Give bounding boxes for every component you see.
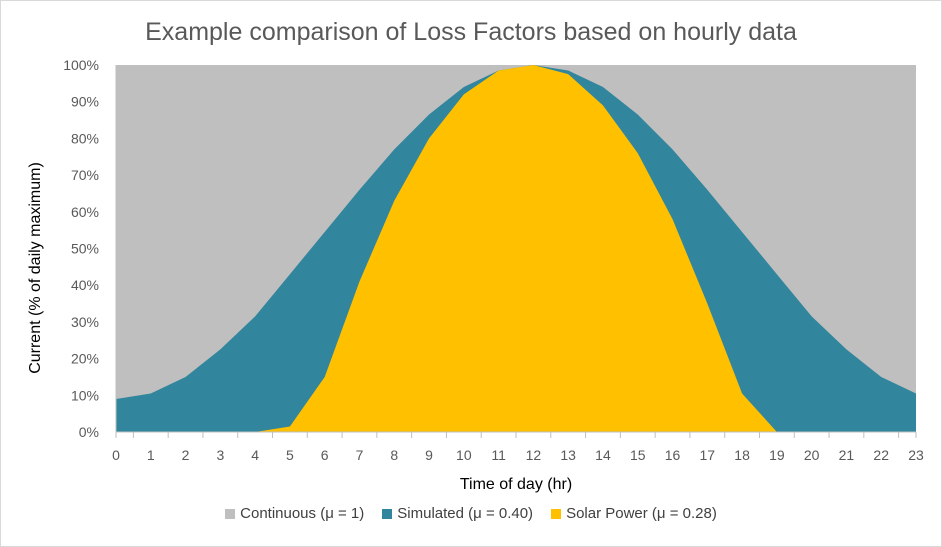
legend-item-simulated: Simulated (μ = 0.40) (382, 505, 533, 522)
chart-title: Example comparison of Loss Factors based… (145, 18, 797, 46)
x-tick-label: 8 (390, 447, 398, 463)
legend-label-simulated: Simulated (μ = 0.40) (397, 505, 534, 522)
x-axis-label: Time of day (hr) (459, 476, 573, 493)
x-tick-label: 14 (595, 447, 611, 463)
x-tick-label: 0 (112, 447, 120, 463)
x-tick-label: 20 (804, 447, 820, 463)
x-tick-label: 1 (147, 447, 155, 463)
area-series-solar (116, 65, 916, 432)
x-tick-label: 7 (356, 447, 364, 463)
y-tick-label: 20% (71, 351, 99, 367)
x-tick-label: 13 (560, 447, 576, 463)
y-tick-label: 30% (71, 314, 99, 330)
y-tick-label: 10% (71, 387, 99, 403)
x-tick-label: 19 (769, 447, 785, 463)
legend: Continuous (μ = 1) Simulated (μ = 0.40) … (0, 505, 942, 522)
legend-item-solar: Solar Power (μ = 0.28) (551, 505, 717, 522)
y-tick-label: 50% (71, 241, 99, 257)
x-tick-label: 3 (216, 447, 224, 463)
x-tick-label: 4 (251, 447, 259, 463)
y-tick-label: 80% (71, 130, 99, 146)
y-tick-label: 70% (71, 167, 99, 183)
x-tick-label: 9 (425, 447, 433, 463)
y-tick-label: 40% (71, 277, 99, 293)
x-tick-label: 16 (665, 447, 681, 463)
y-tick-label: 90% (71, 94, 99, 110)
legend-swatch-solar (551, 508, 562, 519)
x-tick-label: 10 (456, 447, 472, 463)
x-tick-label: 15 (630, 447, 646, 463)
y-tick-label: 0% (79, 424, 99, 440)
legend-item-continuous: Continuous (μ = 1) (225, 505, 364, 522)
x-tick-label: 11 (491, 447, 506, 463)
x-tick-label: 6 (321, 447, 329, 463)
legend-label-solar: Solar Power (μ = 0.28) (566, 505, 717, 522)
y-tick-label: 100% (63, 57, 99, 73)
legend-swatch-simulated (382, 508, 393, 519)
y-tick-label: 60% (71, 204, 99, 220)
legend-label-continuous: Continuous (μ = 1) (240, 505, 365, 522)
x-tick-label: 23 (908, 447, 924, 463)
legend-swatch-continuous (225, 508, 236, 519)
x-tick-label: 2 (182, 447, 190, 463)
x-tick-label: 21 (839, 447, 855, 463)
x-tick-label: 5 (286, 447, 294, 463)
x-tick-label: 18 (734, 447, 750, 463)
x-tick-label: 12 (526, 447, 542, 463)
x-tick-label: 22 (873, 447, 889, 463)
x-tick-label: 17 (700, 447, 716, 463)
